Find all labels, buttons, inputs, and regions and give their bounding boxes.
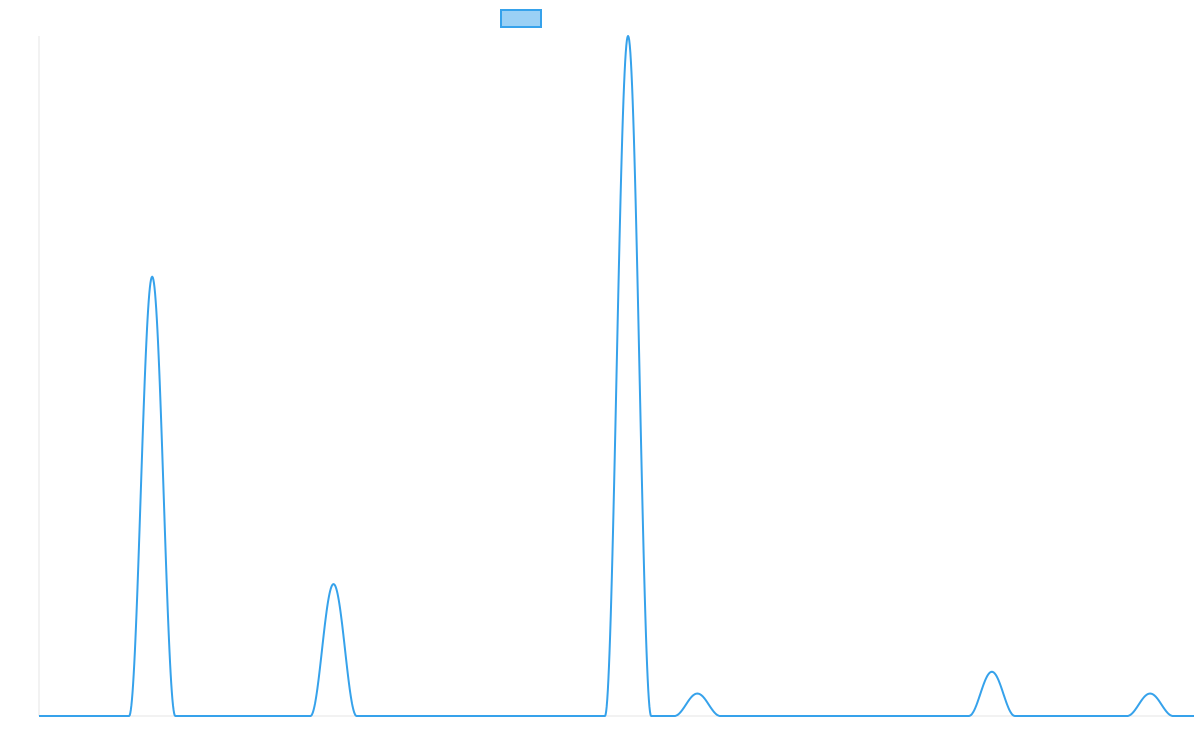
- series-line: [38, 35, 1195, 717]
- legend-swatch[interactable]: [500, 9, 542, 28]
